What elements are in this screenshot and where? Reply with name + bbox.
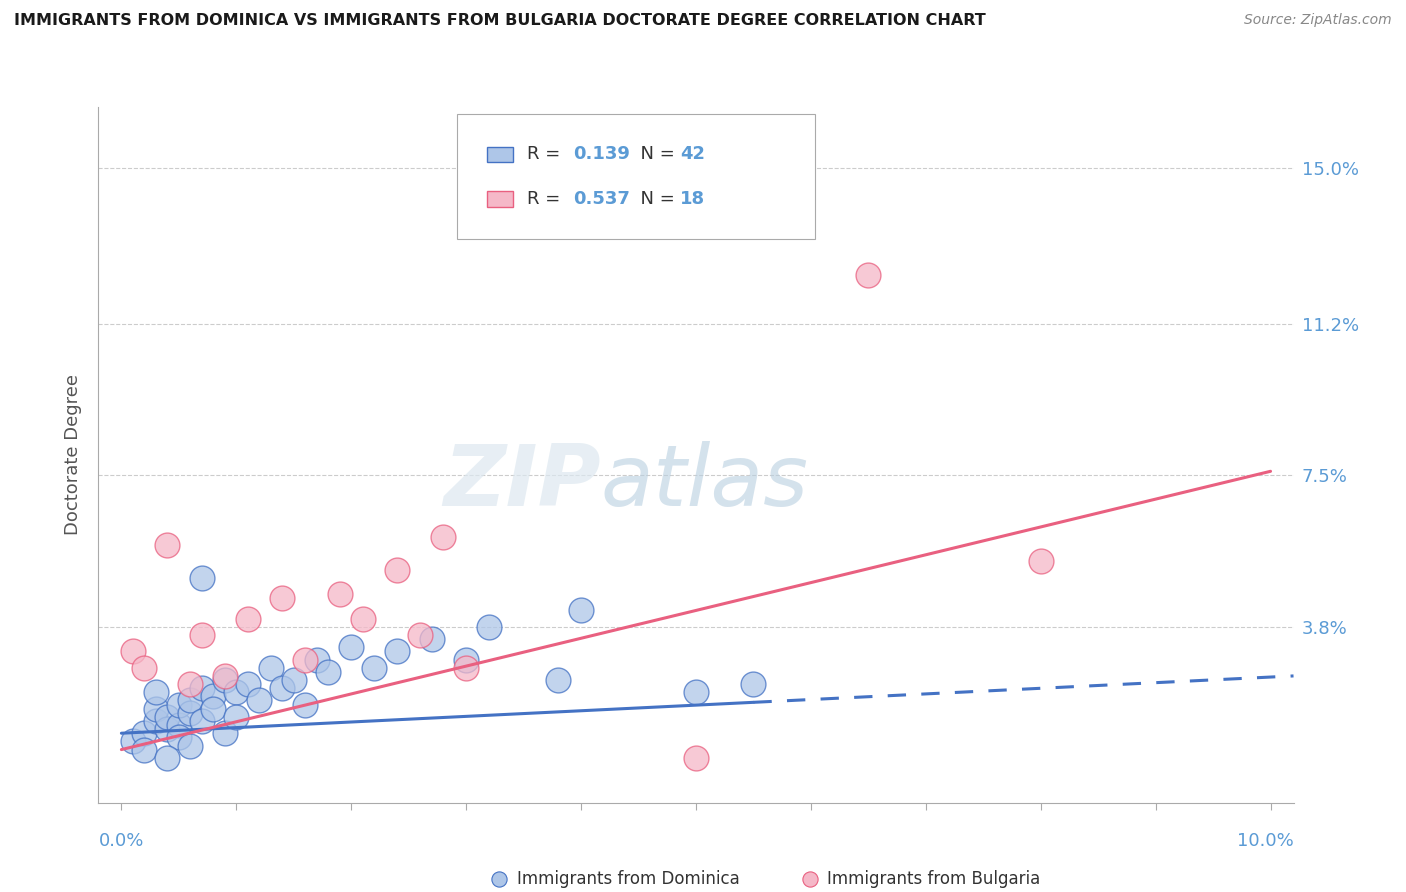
Point <box>685 751 707 765</box>
Point <box>569 603 592 617</box>
Point <box>191 681 214 696</box>
Point <box>283 673 305 687</box>
FancyBboxPatch shape <box>486 191 513 207</box>
Point <box>685 685 707 699</box>
Point <box>122 734 145 748</box>
Point <box>179 677 201 691</box>
Point <box>236 677 259 691</box>
Point <box>156 722 179 736</box>
Point <box>214 673 236 687</box>
Text: N =: N = <box>628 190 681 208</box>
Text: 10.0%: 10.0% <box>1237 832 1294 850</box>
Text: Immigrants from Bulgaria: Immigrants from Bulgaria <box>827 871 1040 888</box>
Point <box>858 268 880 282</box>
Text: 42: 42 <box>681 145 706 163</box>
Point <box>145 714 167 728</box>
Point <box>271 591 294 606</box>
Point <box>1029 554 1052 568</box>
Point <box>329 587 352 601</box>
Text: ZIP: ZIP <box>443 442 600 524</box>
Text: IMMIGRANTS FROM DOMINICA VS IMMIGRANTS FROM BULGARIA DOCTORATE DEGREE CORRELATIO: IMMIGRANTS FROM DOMINICA VS IMMIGRANTS F… <box>14 13 986 29</box>
Point <box>271 681 294 696</box>
Point <box>214 726 236 740</box>
Point <box>156 751 179 765</box>
Point <box>156 710 179 724</box>
Point <box>456 652 478 666</box>
Point <box>225 710 247 724</box>
Text: Source: ZipAtlas.com: Source: ZipAtlas.com <box>1244 13 1392 28</box>
Point <box>340 640 363 655</box>
Text: 0.139: 0.139 <box>572 145 630 163</box>
Point <box>167 718 190 732</box>
Point <box>742 677 765 691</box>
Point <box>247 693 270 707</box>
Text: R =: R = <box>527 190 572 208</box>
Point <box>214 669 236 683</box>
Point <box>122 644 145 658</box>
Point <box>179 739 201 753</box>
Point <box>305 652 328 666</box>
Text: R =: R = <box>527 145 572 163</box>
Point <box>385 562 409 576</box>
Text: Immigrants from Dominica: Immigrants from Dominica <box>517 871 740 888</box>
Point <box>202 690 225 704</box>
Point <box>156 538 179 552</box>
Point <box>432 530 454 544</box>
Text: 18: 18 <box>681 190 706 208</box>
Point <box>179 693 201 707</box>
Text: 0.537: 0.537 <box>572 190 630 208</box>
Point <box>260 661 283 675</box>
Y-axis label: Doctorate Degree: Doctorate Degree <box>63 375 82 535</box>
Point <box>134 726 156 740</box>
Point <box>167 698 190 712</box>
Point <box>409 628 432 642</box>
Point <box>191 714 214 728</box>
Point <box>420 632 443 646</box>
Text: atlas: atlas <box>600 442 808 524</box>
Point <box>294 652 316 666</box>
Text: N =: N = <box>628 145 681 163</box>
Point <box>134 661 156 675</box>
Point <box>547 673 569 687</box>
Point <box>225 685 247 699</box>
Point <box>191 571 214 585</box>
FancyBboxPatch shape <box>457 114 815 239</box>
Point <box>385 644 409 658</box>
Point <box>456 661 478 675</box>
Point <box>363 661 385 675</box>
Point <box>352 612 374 626</box>
FancyBboxPatch shape <box>486 146 513 162</box>
Point <box>294 698 316 712</box>
Point <box>316 665 339 679</box>
Point <box>134 742 156 756</box>
Point <box>145 701 167 715</box>
Point <box>478 620 501 634</box>
Point <box>236 612 259 626</box>
Point <box>179 706 201 720</box>
Text: 0.0%: 0.0% <box>98 832 143 850</box>
Point <box>202 701 225 715</box>
Point <box>191 628 214 642</box>
Point <box>167 731 190 745</box>
Point <box>145 685 167 699</box>
